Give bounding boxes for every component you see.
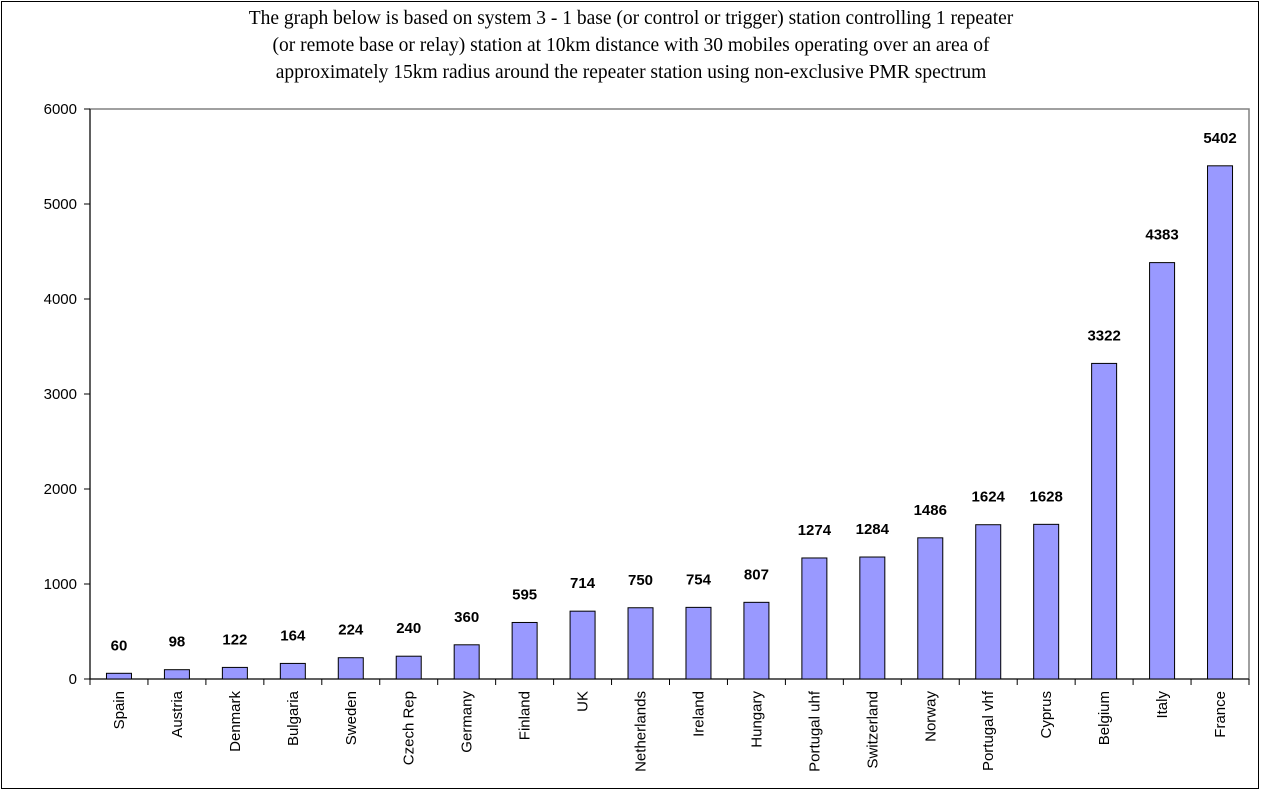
x-tick-label: Switzerland [864, 691, 881, 769]
bar [975, 524, 1002, 680]
bar [1033, 523, 1060, 680]
x-tick-label: Portugal uhf [806, 690, 823, 772]
x-tick-label: Italy [1154, 691, 1171, 719]
x-tick-label: France [1212, 691, 1229, 738]
data-label: 98 [169, 634, 186, 651]
data-label: 122 [222, 631, 247, 648]
x-tick-label: Czech Rep [401, 691, 418, 765]
x-tick-label: Cyprus [1038, 691, 1055, 739]
data-label: 240 [396, 620, 421, 637]
data-label: 714 [570, 575, 596, 592]
x-tick-label: Hungary [748, 691, 765, 748]
x-tick-label: Spain [111, 691, 128, 729]
data-label: 595 [512, 586, 537, 603]
bar [801, 557, 828, 680]
bar [511, 621, 538, 680]
data-label: 754 [686, 571, 712, 588]
bar [743, 601, 770, 680]
x-tick-label: UK [575, 691, 592, 712]
bar [1149, 262, 1176, 680]
x-tick-label: Finland [517, 691, 534, 740]
bar [395, 655, 422, 680]
y-tick-label: 1000 [44, 576, 77, 593]
x-tick-label: Austria [169, 690, 186, 737]
bar [1091, 362, 1118, 680]
x-tick-label: Portugal vhf [980, 690, 997, 771]
y-tick-label: 6000 [44, 101, 77, 118]
bar [859, 556, 886, 680]
y-tick-label: 2000 [44, 481, 77, 498]
chart-title-line-2: (or remote base or relay) station at 10k… [272, 35, 990, 56]
bar [163, 669, 190, 680]
x-tick-label: Netherlands [633, 691, 650, 772]
data-label: 1628 [1029, 488, 1062, 505]
bar [105, 672, 132, 680]
data-label: 5402 [1203, 130, 1236, 147]
y-tick-label: 4000 [44, 291, 77, 308]
data-label: 3322 [1087, 327, 1120, 344]
y-tick-label: 5000 [44, 196, 77, 213]
chart-title-line-3: approximately 15km radius around the rep… [275, 62, 987, 83]
bar [569, 610, 596, 680]
data-label: 360 [454, 609, 479, 626]
data-label: 1274 [798, 522, 832, 539]
plot-area [89, 108, 1250, 680]
x-tick-label: Denmark [227, 691, 244, 752]
chart-title-line-1: The graph below is based on system 3 - 1… [248, 8, 1014, 29]
bar [1207, 165, 1234, 680]
data-label: 807 [744, 566, 769, 583]
x-tick-label: Ireland [690, 691, 707, 737]
bar [337, 657, 364, 680]
x-tick-label: Sweden [343, 691, 360, 745]
data-label: 224 [338, 622, 364, 639]
x-tick-label: Norway [922, 691, 939, 742]
data-label: 1624 [972, 489, 1006, 506]
data-label: 60 [111, 637, 128, 654]
y-tick-label: 0 [69, 671, 77, 688]
x-tick-label: Germany [459, 691, 476, 753]
data-label: 1284 [856, 521, 890, 538]
bar [685, 606, 712, 680]
x-tick-label: Bulgaria [285, 690, 302, 746]
chart-title: The graph below is based on system 3 - 1… [0, 5, 1262, 86]
data-label: 164 [280, 627, 306, 644]
y-tick-label: 3000 [44, 386, 77, 403]
x-tick-label: Belgium [1096, 691, 1113, 745]
data-label: 1486 [914, 502, 947, 519]
bar [917, 537, 944, 680]
data-label: 4383 [1145, 227, 1178, 244]
bar [453, 644, 480, 680]
bar [279, 662, 306, 680]
data-label: 750 [628, 572, 653, 589]
bar [221, 666, 248, 680]
bar [627, 607, 654, 680]
